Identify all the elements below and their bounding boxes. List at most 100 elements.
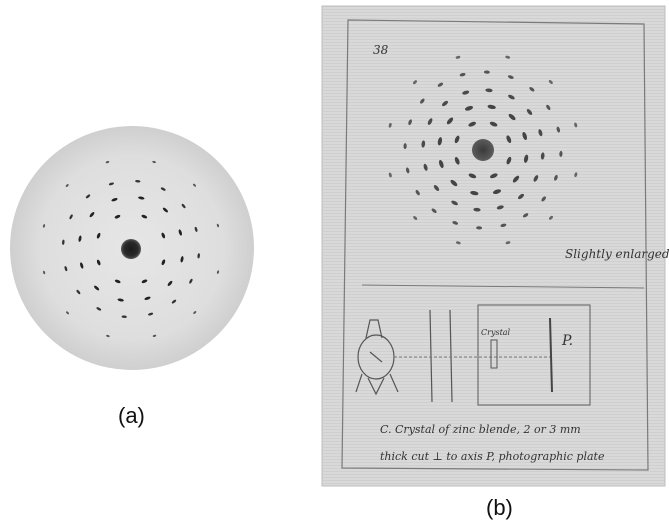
diffraction-spot	[167, 280, 173, 286]
diffraction-spot	[43, 270, 46, 275]
diffraction-spot	[80, 262, 84, 269]
diffraction-spot	[388, 172, 392, 178]
diffraction-spot	[421, 140, 426, 148]
sketched-central-spot	[472, 139, 494, 161]
diffraction-spot	[197, 253, 200, 259]
diffraction-spot	[405, 167, 410, 174]
diffraction-spot	[415, 189, 420, 196]
diffraction-spot	[78, 235, 82, 242]
diffraction-spot	[473, 207, 481, 212]
diffraction-spot	[451, 200, 458, 206]
diffraction-spot	[96, 259, 101, 266]
diffraction-spot	[468, 121, 476, 127]
diffraction-spot	[42, 224, 46, 228]
diffraction-spot	[111, 198, 118, 202]
diffraction-spot	[69, 214, 73, 220]
diffraction-spot	[408, 119, 412, 126]
diffraction-spot	[162, 207, 168, 213]
diffraction-spot	[148, 312, 154, 316]
diffraction-spot	[487, 104, 496, 110]
diffraction-spot	[138, 196, 145, 200]
diffraction-spot	[556, 126, 561, 133]
diffraction-spot	[135, 180, 141, 183]
diffraction-spot	[427, 118, 433, 125]
diffraction-spot	[141, 279, 148, 284]
laue-photograph	[10, 126, 254, 370]
panel-b: 38 Slightly enlarged Crystal P.	[318, 0, 669, 520]
diffraction-spot	[65, 184, 69, 187]
crystal-sketch	[490, 339, 498, 369]
diffraction-spot	[462, 90, 470, 95]
diffraction-spot	[433, 184, 440, 192]
diffraction-spot	[106, 334, 110, 338]
diffraction-spot	[476, 226, 483, 230]
note-line-2: thick cut ⊥ to axis P, photographic plat…	[380, 450, 605, 463]
diffraction-spot	[108, 182, 114, 186]
diffraction-spot	[507, 75, 514, 79]
diffraction-spot	[193, 311, 197, 314]
diffraction-spot	[152, 334, 157, 337]
diffraction-spot	[454, 157, 460, 165]
diffraction-spot	[522, 131, 528, 141]
enclosure-box	[477, 304, 591, 406]
diffraction-spot	[216, 270, 220, 274]
diffraction-spot	[441, 100, 449, 107]
page-number: 38	[373, 43, 389, 57]
diffraction-spot	[420, 98, 425, 104]
diffraction-spot	[554, 174, 558, 181]
diffraction-spot	[114, 214, 121, 219]
panel-b-caption: (b)	[486, 495, 513, 520]
diffraction-spot	[180, 256, 184, 263]
diffraction-spot	[533, 175, 539, 182]
diffraction-spot	[470, 190, 479, 196]
diffraction-spot	[522, 213, 529, 218]
diffraction-spot	[437, 137, 443, 146]
slit-sketch	[429, 309, 453, 403]
diffraction-spot	[194, 226, 198, 232]
diffraction-spot	[152, 160, 156, 164]
diffraction-spot	[105, 161, 110, 164]
diffraction-spots	[42, 160, 220, 338]
diffraction-spot	[181, 203, 186, 209]
central-beam-spot	[121, 239, 141, 259]
diffraction-spot	[468, 173, 477, 179]
diffraction-spot	[496, 205, 504, 210]
diffraction-spot	[459, 72, 466, 77]
diffraction-spot	[423, 163, 428, 171]
diffraction-spot	[506, 156, 512, 165]
diffraction-spot	[540, 152, 545, 160]
diffraction-spot	[413, 216, 418, 220]
divider-line	[361, 284, 645, 289]
note-line-1: C. Crystal of zinc blende, 2 or 3 mm	[380, 423, 581, 436]
diffraction-spot	[490, 173, 498, 179]
diffraction-spot	[121, 315, 127, 318]
diffraction-spot	[96, 307, 102, 311]
diffraction-spot	[431, 208, 437, 213]
notebook-page: 38 Slightly enlarged Crystal P.	[321, 5, 669, 487]
diffraction-spot	[489, 121, 498, 127]
diffraction-spot	[178, 229, 182, 236]
diffraction-spot	[549, 215, 553, 220]
diffraction-spot	[141, 214, 148, 219]
diffraction-spot	[94, 285, 100, 291]
diffraction-spot	[62, 239, 65, 245]
diffraction-spot	[541, 196, 546, 202]
diffraction-spot	[64, 266, 68, 272]
diffraction-spot	[452, 221, 459, 225]
diffraction-spot	[508, 113, 516, 121]
diffraction-spot	[76, 289, 81, 295]
plate-label: P.	[561, 333, 573, 349]
diffraction-spot	[66, 311, 69, 315]
diffraction-spot	[144, 296, 151, 300]
diffraction-spot	[450, 179, 458, 187]
diffraction-spot	[437, 82, 444, 87]
diffraction-spot	[483, 70, 490, 74]
diffraction-spot	[89, 212, 95, 218]
panel-a-caption: (a)	[118, 403, 145, 428]
diffraction-spot	[438, 159, 444, 169]
diffraction-spot	[96, 232, 101, 239]
sketched-diffraction-spots	[388, 55, 578, 245]
diffraction-spot	[559, 150, 563, 157]
diffraction-spot	[464, 105, 474, 111]
diffraction-spot	[529, 87, 535, 92]
